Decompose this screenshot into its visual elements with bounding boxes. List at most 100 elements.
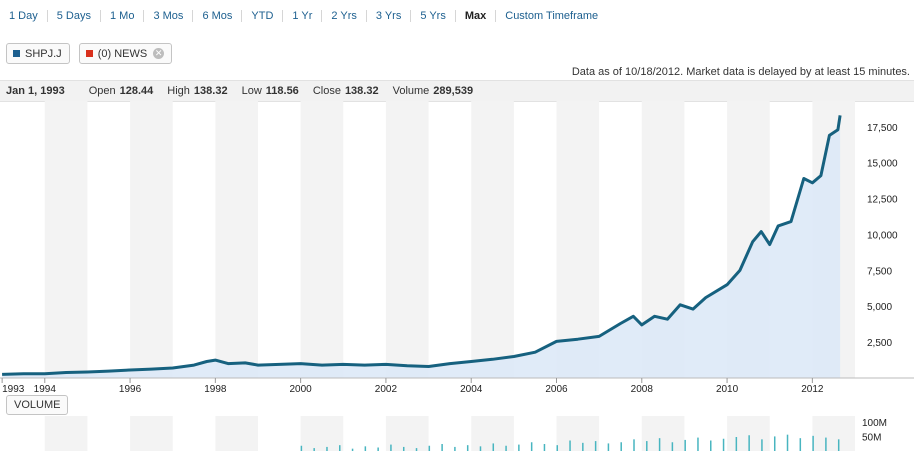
volume-tick-label: 50M [862,432,881,443]
volume-bar [722,438,725,451]
news-color-swatch [85,50,93,57]
open-label: Open [88,85,116,97]
volume-bar [479,446,482,451]
volume-bar [569,440,571,451]
volume-bar [313,448,315,451]
volume-bar [556,445,558,451]
volume-bar [684,439,686,451]
news-label: (0) NEWS [97,47,148,60]
x-tick-label: 1998 [204,384,227,395]
volume-bar [697,437,699,451]
y-tick-label: 7,500 [867,266,892,277]
volume-bar [582,442,584,451]
y-tick-label: 5,000 [867,302,892,313]
x-tick-label: 2000 [290,384,313,395]
timeframe-bar: 1 Day 5 Days 1 Mo 3 Mos 6 Mos YTD 1 Yr 2… [0,0,607,32]
volume-bar [339,445,341,451]
volume-bar [773,436,776,451]
volume-bar [825,437,827,451]
volume-year-band [812,416,855,451]
year-band [556,101,600,378]
volume-value: 289,539 [433,85,474,97]
volume-bar [594,441,597,451]
volume-bar [428,445,431,451]
year-band [44,101,88,378]
timeframe-max[interactable]: Max [456,10,497,22]
timeframe-1-mo[interactable]: 1 Mo [101,10,145,22]
volume-bar [607,443,610,451]
y-tick-label: 12,500 [867,195,898,206]
volume-bar [761,439,763,451]
x-tick-label: 2006 [545,384,568,395]
volume-year-band [44,416,88,451]
volume-button[interactable]: VOLUME [6,395,69,415]
timeframe-5-yrs[interactable]: 5 Yrs [411,10,456,22]
close-icon[interactable]: ✕ [153,48,165,59]
close-label: Close [312,85,341,97]
timeframe-6-mos[interactable]: 6 Mos [193,10,243,22]
volume-bar [505,445,507,451]
volume-bar [518,444,520,451]
high-value: 138.32 [193,85,228,97]
news-chip[interactable]: (0) NEWS ✕ [78,43,173,64]
volume-chart: 50M 100M [44,416,887,451]
x-tick-label: 2012 [801,384,824,395]
volume-year-band [300,416,344,451]
open-value: 128.44 [119,85,154,97]
x-tick-label: 2008 [631,384,654,395]
y-tick-label: 17,500 [867,123,898,134]
volume-bar [646,441,648,451]
legend: SHPJ.J (0) NEWS ✕ [6,43,173,64]
timeframe-3-mos[interactable]: 3 Mos [144,10,194,22]
low-value: 118.56 [265,85,299,97]
year-band [130,101,173,378]
x-tick-label: 1996 [119,384,142,395]
volume-bar [543,444,546,451]
volume-year-band [727,416,770,451]
y-tick-label: 10,000 [867,230,898,241]
price-chart[interactable]: 1993 1994 1996 1998 2000 2002 2004 2006 2008 2010… [0,101,914,395]
volume-year-band [641,416,685,451]
volume-bar [466,445,469,451]
volume-year-band [385,416,429,451]
x-tick-label: 2002 [375,384,398,395]
data-delay-note: Data as of 10/18/2012. Market data is de… [571,66,910,78]
volume-label-text: Volume [392,85,430,97]
volume-bar [748,435,750,451]
year-band [471,101,514,378]
volume-bar [492,443,495,451]
volume-bar [441,444,443,451]
volume-bar [633,439,635,451]
x-tick-label: 1994 [34,384,57,395]
volume-bar [786,434,789,451]
volume-bar [454,446,456,451]
volume-bar [671,442,674,451]
volume-bar [364,446,367,451]
year-band [215,101,258,378]
timeframe-1-yr[interactable]: 1 Yr [283,10,323,22]
x-tick-label: 1993 [2,384,25,395]
volume-bar [735,437,738,451]
symbol-chip[interactable]: SHPJ.J [6,43,70,64]
volume-bar [390,444,392,451]
timeframe-custom[interactable]: Custom Timeframe [505,10,599,22]
volume-bar [620,442,622,451]
volume-year-band [556,416,600,451]
volume-tick-label: 100M [862,418,887,429]
timeframe-5-days[interactable]: 5 Days [48,10,101,22]
volume-bar [837,439,840,451]
timeframe-ytd[interactable]: YTD [242,10,284,22]
high-label: High [167,85,190,97]
timeframe-3-yrs[interactable]: 3 Yrs [367,10,412,22]
year-band [385,101,429,378]
timeframe-1-day[interactable]: 1 Day [0,10,48,22]
y-tick-label: 2,500 [867,338,892,349]
volume-bar [530,442,533,451]
volume-bar [402,446,405,451]
volume-bar [326,446,328,451]
volume-year-band [130,416,173,451]
quote-bar: Jan 1, 1993 Open 128.44 High 138.32 Low … [0,80,914,102]
timeframe-2-yrs[interactable]: 2 Yrs [322,10,367,22]
volume-bar [710,440,712,451]
price-line [2,115,842,376]
